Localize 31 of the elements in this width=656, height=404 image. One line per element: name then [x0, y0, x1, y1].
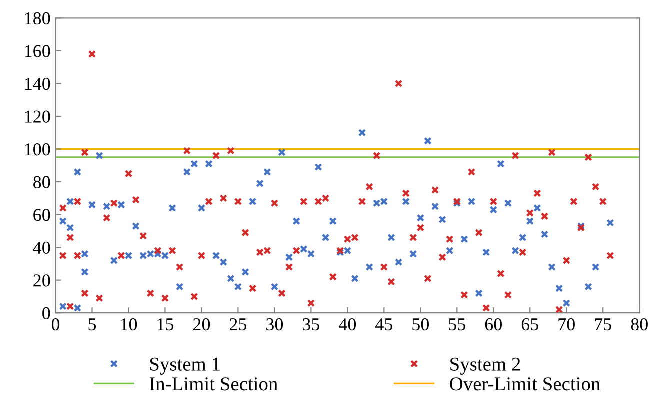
x-tick-label: 75	[595, 318, 612, 331]
legend-label: System 2	[450, 358, 520, 375]
x-tick-label: 65	[522, 318, 538, 331]
y-tick-label: 140	[25, 78, 50, 90]
legend-label: In-Limit Section	[150, 378, 278, 391]
x-tick-label: 50	[412, 318, 429, 331]
y-tick-label: 0	[42, 307, 50, 320]
legend-label: Over-Limit Section	[450, 378, 600, 391]
x-tick-label: 70	[558, 318, 575, 331]
x-tick-label: 55	[449, 318, 466, 331]
y-tick-label: 160	[25, 45, 50, 58]
x-tick-label: 35	[303, 318, 320, 331]
y-tick-label: 60	[34, 209, 50, 222]
y-tick-label: 100	[25, 144, 50, 156]
x-tick-label: 60	[485, 318, 502, 331]
y-tick-label: 120	[25, 110, 50, 123]
x-tick-label: 5	[88, 318, 96, 331]
y-tick-label: 20	[34, 274, 50, 287]
x-tick-label: 0	[52, 318, 60, 331]
y-tick-label: 180	[25, 12, 50, 25]
x-tick-label: 10	[121, 318, 138, 331]
x-tick-label: 15	[158, 318, 174, 331]
x-tick-label: 25	[230, 318, 247, 331]
x-tick-label: 30	[266, 318, 284, 331]
x-tick-label: 80	[631, 318, 648, 331]
legend-label: System 1	[150, 358, 220, 375]
x-tick-label: 20	[193, 318, 210, 331]
y-tick-label: 80	[34, 176, 50, 188]
x-tick-label: 40	[339, 318, 356, 331]
x-tick-label: 45	[375, 318, 392, 331]
y-tick-label: 40	[33, 242, 50, 254]
